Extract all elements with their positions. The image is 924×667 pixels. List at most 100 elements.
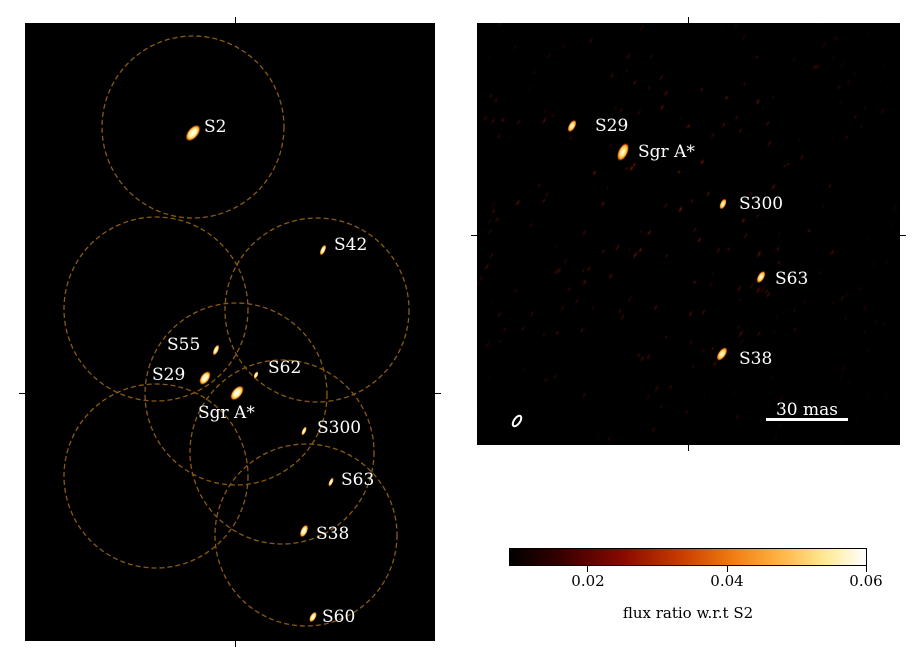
sidelobe-blob [829, 55, 836, 63]
star-label-s63: S63 [775, 269, 808, 289]
sidelobe-blob [487, 53, 493, 62]
star-label-sgra: Sgr A* [198, 403, 255, 423]
sidelobe-blob [814, 62, 821, 73]
sidelobe-blob [755, 212, 761, 220]
beam-ellipse [511, 414, 523, 428]
right-stars [567, 119, 766, 361]
axis-tick [471, 235, 477, 236]
sidelobe-blob [635, 107, 643, 118]
sidelobe-blob [715, 245, 722, 256]
sidelobe-blob [838, 100, 842, 107]
sidelobe-blob [872, 44, 877, 52]
sidelobe-blob [544, 190, 550, 198]
sidelobe-blob [844, 291, 850, 299]
sidelobe-blob [883, 392, 890, 402]
star-blob [319, 244, 327, 256]
star-blob [253, 371, 259, 379]
sidelobe-blob [772, 329, 777, 336]
sidelobe-blob [863, 391, 871, 402]
sidelobe-blob [791, 325, 799, 335]
sidelobe-blob [685, 122, 692, 130]
sidelobe-blob [579, 326, 585, 334]
sidelobe-blob [608, 70, 616, 81]
star-blob [716, 347, 728, 361]
sidelobe-blob [800, 422, 804, 429]
colorbar-tick [587, 566, 588, 572]
sidelobe-blob [632, 249, 639, 261]
sidelobe-blob [490, 77, 495, 84]
left-star-labels: S2 S42 S55 S29 S62 Sgr A* S300 S63 S38 S… [152, 117, 374, 627]
sidelobe-blob [766, 138, 773, 149]
sidelobe-blob [625, 51, 632, 61]
sidelobe-blob [836, 83, 842, 92]
sidelobe-blob [853, 416, 861, 428]
sidelobe-blob [764, 289, 772, 300]
sidelobe-blob [755, 248, 763, 260]
axis-tick [435, 393, 441, 394]
sidelobe-blob [562, 256, 569, 266]
sidelobe-blob [687, 309, 694, 319]
sidelobe-blob [532, 69, 537, 76]
sidelobe-blob [791, 55, 797, 65]
sidelobe-blob [581, 277, 588, 287]
star-blob [212, 344, 220, 356]
sidelobe-blob [862, 328, 868, 335]
sidelobe-blob [852, 68, 859, 78]
star-label-s60: S60 [322, 607, 355, 627]
sidelobe-blob [619, 106, 624, 114]
sidelobe-blob [496, 23, 502, 27]
sidelobe-blob [773, 313, 780, 322]
sidelobe-blob [806, 227, 812, 234]
sidelobe-blob [689, 362, 697, 371]
sidelobe-blob [560, 41, 568, 52]
colorbar-title: flux ratio w.r.t S2 [622, 604, 754, 622]
sidelobe-blob [859, 379, 866, 389]
sidelobe-blob [678, 115, 683, 122]
left-image-svg: S2 S42 S55 S29 S62 Sgr A* S300 S63 S38 S… [63, 35, 410, 627]
sidelobe-blob [737, 296, 744, 303]
sidelobe-blob [774, 244, 781, 254]
sidelobe-blob [737, 336, 745, 347]
sidelobe-blob [542, 106, 549, 116]
sidelobe-blob [726, 246, 731, 252]
sidelobe-blob [845, 77, 852, 88]
sidelobe-blob [492, 95, 500, 106]
axis-tick [688, 17, 689, 23]
sidelobe-blob [586, 264, 592, 273]
sidelobe-blob [628, 164, 635, 173]
sidelobe-blob [514, 197, 522, 208]
axis-tick [19, 393, 25, 394]
sidelobe-blob [817, 23, 822, 27]
field-circle [214, 443, 398, 627]
sidelobe-blob [677, 204, 684, 214]
sidelobe-blob [648, 53, 654, 60]
sidelobe-blob [658, 402, 664, 411]
sidelobe-blob [838, 438, 845, 445]
sidelobe-blob [842, 314, 848, 324]
sidelobe-blob [581, 228, 588, 237]
sidelobe-blob [708, 280, 714, 289]
sidelobe-blob [710, 345, 716, 352]
sidelobe-blob [821, 404, 829, 415]
star-label-s62: S62 [268, 358, 301, 378]
sidelobe-blob [482, 113, 489, 123]
field-circle [101, 35, 285, 219]
sidelobe-blob [858, 121, 865, 132]
sidelobe-blob [605, 433, 613, 444]
sidelobe-blob [889, 219, 897, 230]
sidelobe-blob [785, 161, 791, 168]
sidelobe-blob [862, 103, 868, 112]
field-circle [63, 383, 249, 569]
sidelobe-blob [720, 419, 726, 429]
sidelobe-blob [776, 259, 782, 266]
right-image-svg: S29 Sgr A* S300 S63 S38 30 mas [477, 23, 899, 445]
sidelobe-blob [624, 68, 629, 74]
sidelobe-blob [810, 390, 816, 397]
sidelobe-blob [550, 110, 556, 120]
sidelobe-blob [861, 303, 869, 313]
star-blob [301, 426, 307, 436]
sidelobe-blob [483, 261, 491, 272]
star-label-s38: S38 [739, 349, 772, 369]
sidelobe-blob [740, 216, 747, 225]
star-blob [328, 477, 334, 487]
